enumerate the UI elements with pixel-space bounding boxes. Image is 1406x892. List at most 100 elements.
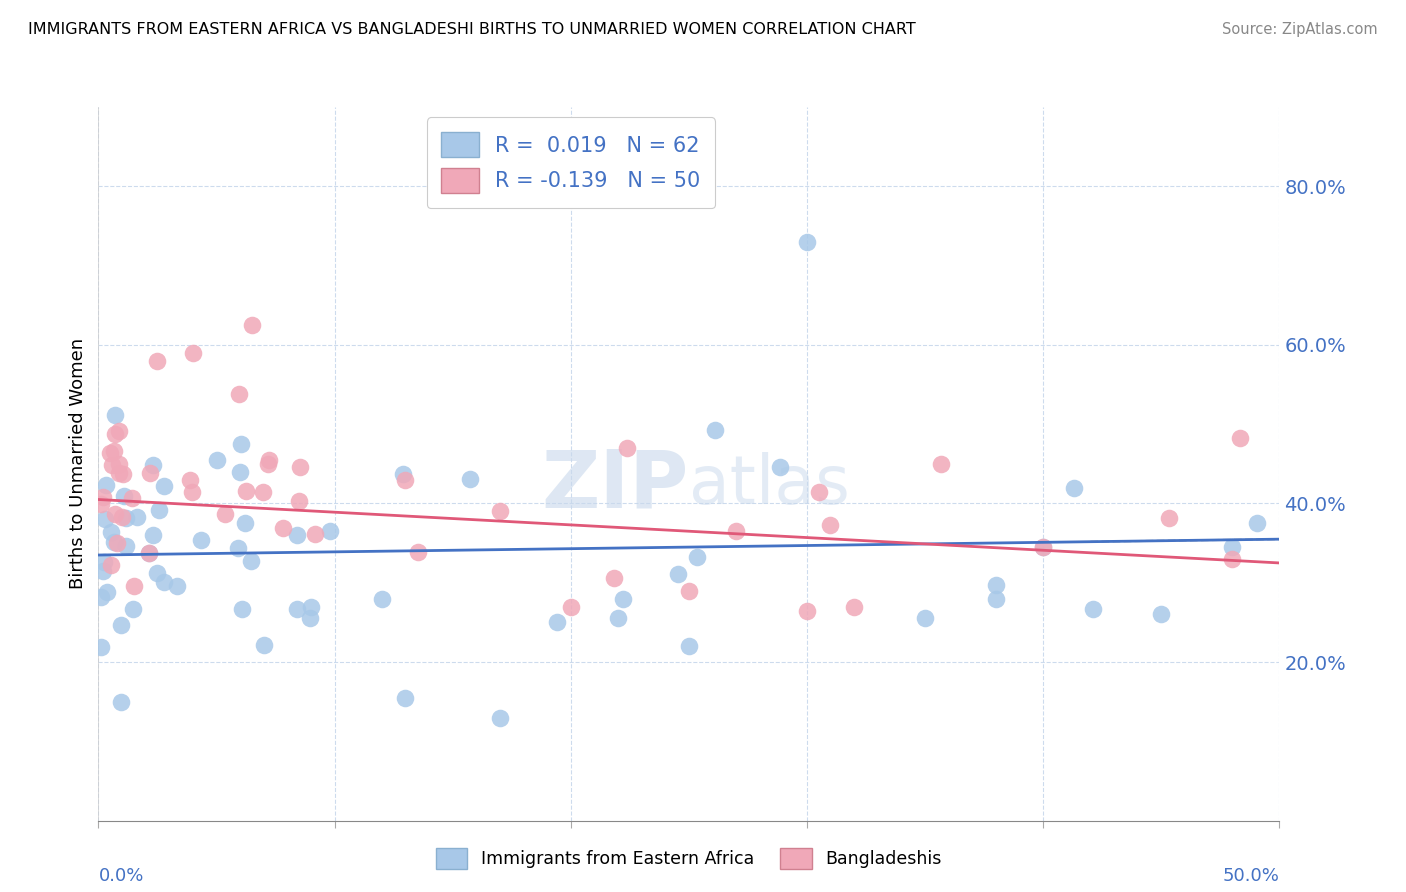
Point — [252, 485, 274, 500]
Point — [392, 467, 415, 481]
Point — [105, 536, 128, 550]
Point — [371, 591, 394, 606]
Point — [122, 601, 145, 615]
Point — [273, 521, 295, 535]
Point — [489, 504, 512, 518]
Point — [153, 575, 176, 590]
Point — [93, 555, 115, 569]
Point — [96, 584, 118, 599]
Point — [142, 528, 165, 542]
Point — [929, 457, 952, 471]
Point — [104, 426, 127, 441]
Point — [796, 603, 818, 617]
Point — [240, 554, 263, 568]
Point — [108, 466, 131, 480]
Point — [114, 540, 136, 554]
Point — [138, 546, 160, 560]
Point — [1150, 607, 1173, 622]
Point — [181, 484, 204, 499]
Point — [104, 409, 127, 423]
Point — [1032, 540, 1054, 554]
Point — [769, 460, 792, 475]
Point — [285, 602, 308, 616]
Point — [100, 558, 122, 572]
Point — [616, 441, 638, 455]
Point — [112, 489, 135, 503]
Point — [231, 602, 253, 616]
Point — [257, 457, 280, 471]
Point — [103, 534, 125, 549]
Point — [103, 444, 125, 458]
Point — [96, 478, 118, 492]
Point — [807, 485, 830, 500]
Point — [205, 453, 228, 467]
Point — [235, 483, 257, 498]
Y-axis label: Births to Unmarried Women: Births to Unmarried Women — [69, 338, 87, 590]
Point — [145, 566, 167, 580]
Point — [844, 599, 866, 614]
Point — [1220, 552, 1243, 566]
Point — [678, 583, 700, 598]
Point — [166, 579, 188, 593]
Point — [228, 387, 250, 401]
Point — [233, 516, 256, 531]
Point — [90, 640, 112, 655]
Point — [148, 503, 170, 517]
Point — [98, 446, 121, 460]
Point — [93, 491, 115, 505]
Point — [124, 579, 146, 593]
Point — [91, 564, 114, 578]
Point — [1063, 481, 1085, 495]
Point — [607, 611, 630, 625]
Text: Source: ZipAtlas.com: Source: ZipAtlas.com — [1222, 22, 1378, 37]
Point — [725, 524, 748, 539]
Point — [127, 510, 149, 524]
Point — [704, 423, 727, 437]
Point — [489, 710, 512, 724]
Point — [226, 541, 249, 556]
Point — [1081, 601, 1104, 615]
Point — [104, 507, 127, 521]
Point — [287, 528, 309, 542]
Point — [108, 424, 131, 438]
Point — [394, 690, 416, 705]
Text: atlas: atlas — [689, 452, 849, 518]
Point — [818, 518, 841, 533]
Point — [603, 571, 626, 585]
Point — [914, 611, 936, 625]
Point — [288, 493, 311, 508]
Point — [153, 479, 176, 493]
Point — [1229, 431, 1251, 445]
Point — [94, 511, 117, 525]
Point — [984, 591, 1007, 606]
Point — [1246, 516, 1268, 531]
Point — [666, 566, 689, 581]
Point — [1159, 511, 1181, 525]
Text: 50.0%: 50.0% — [1223, 867, 1279, 885]
Point — [190, 533, 212, 548]
Point — [796, 235, 818, 249]
Text: IMMIGRANTS FROM EASTERN AFRICA VS BANGLADESHI BIRTHS TO UNMARRIED WOMEN CORRELAT: IMMIGRANTS FROM EASTERN AFRICA VS BANGLA… — [28, 22, 915, 37]
Point — [253, 638, 276, 652]
Point — [984, 578, 1007, 592]
Point — [179, 473, 201, 487]
Point — [110, 618, 132, 632]
Point — [612, 592, 634, 607]
Point — [288, 460, 311, 475]
Point — [138, 466, 160, 480]
Point — [1220, 540, 1243, 554]
Point — [108, 457, 131, 471]
Point — [114, 511, 136, 525]
Point — [90, 590, 112, 604]
Point — [319, 524, 342, 539]
Point — [304, 526, 326, 541]
Point — [100, 525, 122, 540]
Point — [257, 453, 280, 467]
Point — [686, 549, 709, 564]
Text: ZIP: ZIP — [541, 446, 689, 524]
Legend: Immigrants from Eastern Africa, Bangladeshis: Immigrants from Eastern Africa, Banglade… — [429, 841, 949, 876]
Point — [678, 639, 700, 653]
Point — [546, 615, 568, 630]
Point — [229, 465, 252, 479]
Point — [141, 458, 163, 472]
